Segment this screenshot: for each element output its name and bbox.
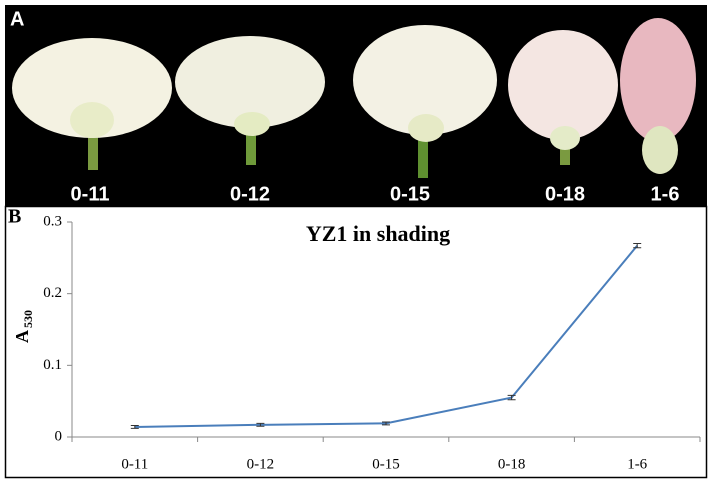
y-tick-label: 0	[55, 428, 63, 444]
photo-label: 0-11	[71, 183, 110, 205]
x-tick-label: 0-11	[121, 456, 148, 472]
error-bar	[130, 425, 139, 429]
error-bar	[633, 243, 642, 249]
y-tick-label: 0.3	[43, 213, 62, 229]
y-tick-label: 0.1	[43, 357, 62, 373]
y-label: A	[12, 330, 32, 343]
chart-panel	[4, 205, 708, 479]
flowers	[12, 18, 696, 178]
photo-label: 0-15	[390, 183, 430, 205]
photo-label: 0-18	[545, 183, 585, 205]
x-tick-label: 0-12	[247, 456, 275, 472]
error-bar	[507, 394, 516, 401]
error-bar	[382, 421, 390, 426]
x-tick-label: 0-18	[498, 456, 526, 472]
x-tick-label: 0-15	[372, 456, 400, 472]
y-label-subscript: 530	[21, 310, 35, 328]
y-axis-title: A 530	[12, 310, 35, 343]
photo-label: 0-12	[230, 183, 270, 205]
error-bar	[256, 422, 265, 427]
panel-label: A	[10, 8, 24, 30]
panel-label: B	[8, 206, 21, 228]
photo-label: 1-6	[651, 183, 680, 205]
y-tick-label: 0.2	[43, 285, 62, 301]
chart-title: YZ1 in shading	[306, 221, 450, 246]
x-tick-label: 1-6	[627, 456, 647, 472]
